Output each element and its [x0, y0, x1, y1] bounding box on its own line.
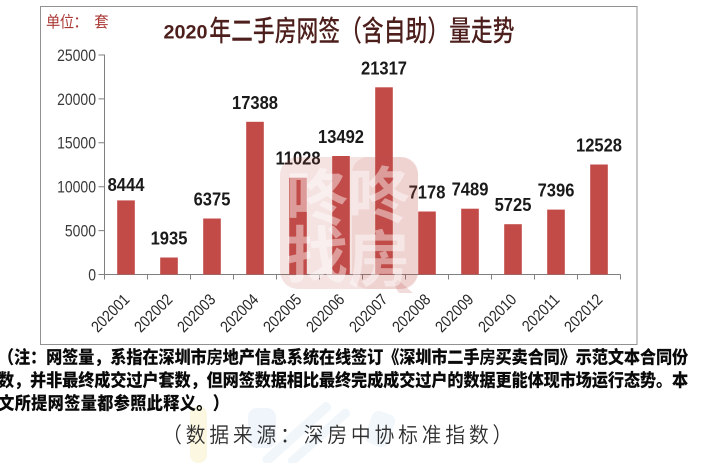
svg-text:7396: 7396 — [538, 180, 575, 201]
svg-text:13492: 13492 — [318, 126, 364, 147]
svg-text:15000: 15000 — [57, 135, 96, 153]
svg-text:6375: 6375 — [194, 189, 231, 210]
svg-text:7178: 7178 — [409, 182, 446, 203]
svg-text:20000: 20000 — [57, 91, 96, 109]
svg-text:0: 0 — [88, 266, 96, 284]
svg-text:7489: 7489 — [452, 179, 489, 200]
svg-text:5000: 5000 — [65, 222, 96, 240]
svg-text:25000: 25000 — [57, 47, 96, 65]
svg-text:8444: 8444 — [108, 174, 145, 195]
svg-text:17388: 17388 — [232, 92, 278, 113]
svg-text:1935: 1935 — [151, 228, 188, 249]
svg-text:5725: 5725 — [495, 194, 532, 215]
svg-text:2020: 2020 — [164, 22, 208, 44]
svg-text:10000: 10000 — [57, 179, 96, 197]
svg-text:12528: 12528 — [576, 135, 622, 156]
svg-text:11028: 11028 — [275, 148, 320, 169]
svg-text:21317: 21317 — [361, 58, 407, 79]
